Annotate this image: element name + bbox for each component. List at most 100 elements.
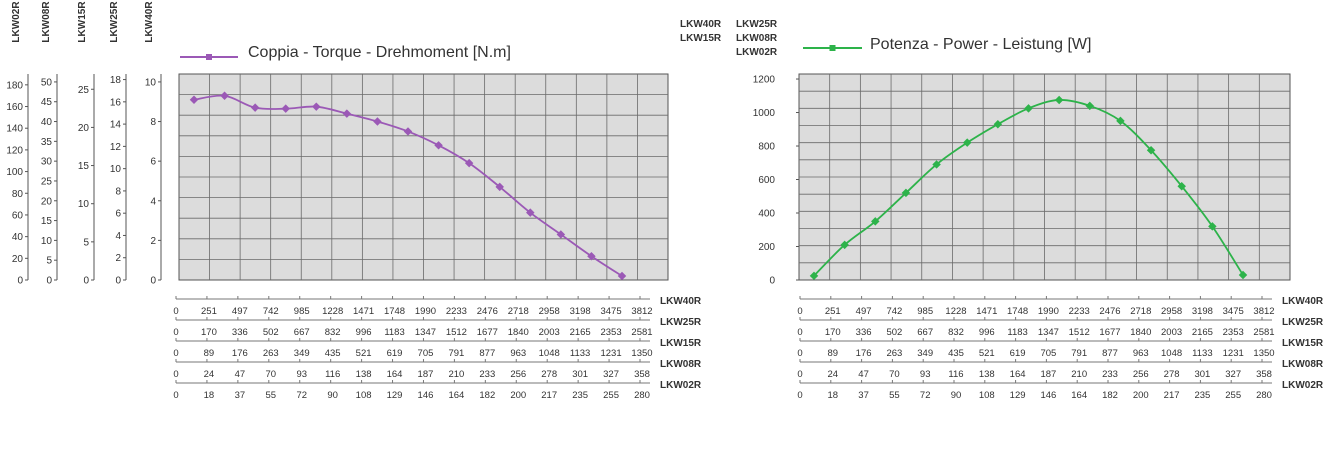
power-motor-label-lkw02r: LKW02R [736,47,778,58]
x-tick-label: 176 [856,348,872,359]
x-tick-label: 187 [1040,369,1056,380]
x-tick-label: 164 [1010,369,1026,380]
torque-data-point-14 [617,271,627,281]
y-tick-label: 80 [12,189,24,200]
power-motor-label-lkw25r: LKW25R [736,19,778,30]
torque-data-point-6 [373,117,382,126]
torque-x-row-lkw15r: 0 89 176 263 349 435 521 619 705 791 877 963 1048 113… [173,338,702,359]
x-row-motor-label: LKW40R [1282,296,1324,307]
x-tick-label: 235 [1194,390,1210,401]
x-tick-label: 0 [173,348,178,359]
x-tick-label: 129 [1010,390,1026,401]
y-tick-label: 6 [150,157,156,168]
x-tick-label: 0 [797,306,802,317]
y-tick-label: 160 [6,102,23,113]
power-chart: Potenza - Power - Leistung [W] LKW40R LK… [680,19,1324,401]
x-tick-label: 217 [1164,390,1180,401]
x-tick-label: 3475 [1223,306,1244,317]
x-tick-label: 89 [204,348,215,359]
y-axis-title: LKW08R [41,1,52,43]
x-tick-label: 1840 [508,327,529,338]
x-tick-label: 2353 [600,327,621,338]
x-tick-label: 90 [951,390,962,401]
x-tick-label: 2958 [1161,306,1182,317]
x-tick-label: 1048 [539,348,560,359]
torque-data-point-1 [220,91,229,101]
x-tick-label: 233 [1102,369,1118,380]
x-tick-label: 280 [634,390,650,401]
y-tick-label: 10 [78,199,90,210]
torque-legend-marker [206,54,212,60]
x-tick-label: 1677 [1099,327,1120,338]
y-axis-title: LKW02R [11,1,22,43]
y-tick-label: 0 [46,276,52,287]
x-tick-label: 146 [418,390,434,401]
x-tick-label: 1347 [415,327,436,338]
y-tick-label: 8 [150,117,156,128]
x-tick-label: 0 [173,390,178,401]
torque-chart: Coppia - Torque - Drehmoment [N.m] 02040… [6,1,702,401]
y-tick-label: 30 [41,157,53,168]
power-motor-label-lkw15r: LKW15R [680,33,722,44]
x-tick-label: 233 [479,369,495,380]
x-tick-label: 1048 [1161,348,1182,359]
x-row-motor-label: LKW02R [660,380,702,391]
y-tick-label: 16 [110,97,122,108]
y-tick-label: 200 [758,242,775,253]
y-tick-label: 45 [41,97,53,108]
x-tick-label: 349 [917,348,933,359]
x-row-motor-label: LKW15R [1282,338,1324,349]
x-tick-label: 3198 [570,306,591,317]
y-tick-label: 15 [78,161,90,172]
x-tick-label: 832 [948,327,964,338]
x-tick-label: 0 [797,327,802,338]
x-tick-label: 0 [797,348,802,359]
torque-data-point-4 [312,102,321,111]
y-tick-label: 2 [150,236,156,247]
x-tick-label: 2353 [1223,327,1244,338]
y-tick-label: 6 [115,209,121,220]
x-tick-label: 251 [825,306,841,317]
x-tick-label: 1350 [1253,348,1274,359]
x-tick-label: 0 [173,369,178,380]
torque-series [189,91,627,281]
x-tick-label: 1471 [353,306,374,317]
torque-data-point-5 [342,109,352,118]
x-tick-label: 0 [173,306,178,317]
x-tick-label: 2003 [539,327,560,338]
power-motor-labels: LKW40R LKW15R LKW25R LKW08R LKW02R [680,19,778,58]
y-tick-label: 120 [6,145,23,156]
torque-y-axis-lkw15r: 0 5 10 15 20 25 LKW15R [77,1,95,287]
x-row-motor-label: LKW08R [1282,359,1324,370]
power-x-row-lkw08r: 0 24 47 70 93 116 138 164 187 210 233 256 278 301 327 3… [797,359,1324,380]
x-tick-label: 336 [856,327,872,338]
x-tick-label: 667 [294,327,310,338]
x-tick-label: 93 [920,369,931,380]
x-tick-label: 210 [448,369,464,380]
x-tick-label: 2581 [1253,327,1274,338]
y-tick-label: 35 [41,137,53,148]
power-y-axis: 0 200 400 600 800 1000 1200 [753,75,799,287]
x-tick-label: 832 [325,327,341,338]
x-tick-label: 256 [510,369,526,380]
x-row-motor-label: LKW15R [660,338,702,349]
power-data-point-14 [1238,270,1248,280]
x-tick-label: 2003 [1161,327,1182,338]
x-tick-label: 3198 [1192,306,1213,317]
x-tick-label: 2165 [570,327,591,338]
power-x-row-lkw02r: 0 18 37 55 72 90 108 129 146 164 182 200 217 235 255 28… [797,380,1324,401]
torque-x-row-lkw40r: 0 251 497 742 985 1228 1471 1748 1990 2233 2476 271… [173,296,702,317]
x-tick-label: 93 [296,369,307,380]
y-tick-label: 10 [110,164,122,175]
torque-y-axis-lkw25r: 0 2 4 6 8 10 12 14 16 18 LKW25R [109,1,127,287]
x-tick-label: 1512 [1069,327,1090,338]
y-axis-title: LKW40R [144,1,155,43]
x-tick-label: 55 [266,390,277,401]
x-row-motor-label: LKW40R [660,296,702,307]
y-tick-label: 25 [78,85,90,96]
x-tick-label: 996 [979,327,995,338]
y-tick-label: 4 [115,231,121,242]
x-tick-label: 2581 [631,327,652,338]
x-tick-label: 3812 [631,306,652,317]
y-tick-label: 18 [110,75,122,86]
